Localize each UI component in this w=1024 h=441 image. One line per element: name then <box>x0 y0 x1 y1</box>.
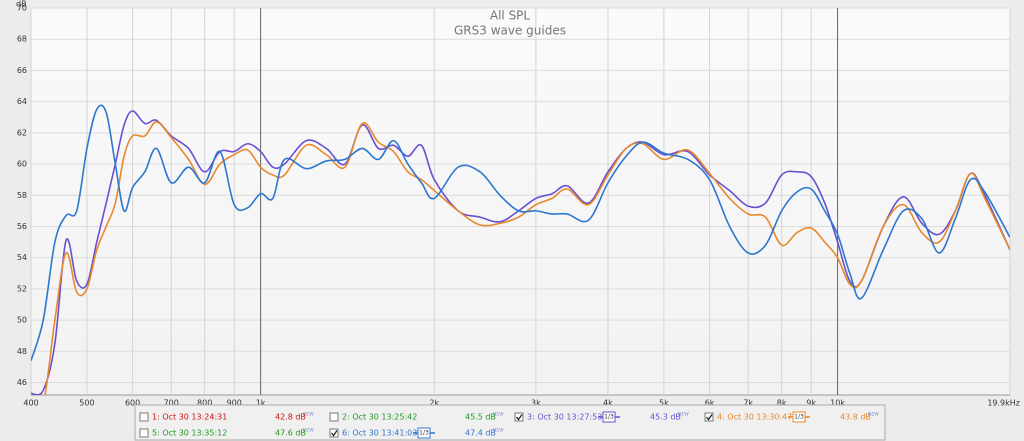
x-tick-label: 1k <box>256 399 266 408</box>
legend-name: 4: Oct 30 13:30:47 <box>717 413 792 422</box>
legend-checkbox[interactable] <box>514 412 524 422</box>
x-tick-label: 2k <box>429 399 439 408</box>
x-tick-label: 8k <box>777 399 787 408</box>
x-tick-label: 5k <box>659 399 669 408</box>
y-tick-label: 56 <box>17 222 27 231</box>
legend-box <box>134 404 886 441</box>
legend-checkmark <box>705 414 713 421</box>
x-tick-label: 10k <box>830 399 845 408</box>
legend-smoothing: 1/3 <box>419 430 429 437</box>
legend-level: 45.3 dB <box>650 413 681 422</box>
legend-level: 47.4 dB <box>465 429 496 438</box>
lines <box>31 104 1010 395</box>
y-tick-label: 60 <box>17 160 27 169</box>
x-tick-label: 4k <box>603 399 613 408</box>
legend-level-note: NEW <box>678 412 689 418</box>
legend-level: 47.6 dB <box>275 429 306 438</box>
series-line <box>31 104 1010 361</box>
legend-level: 43.8 dB <box>840 413 871 422</box>
x-tick-label: 700 <box>164 399 179 408</box>
legend-smoothing-box[interactable] <box>602 411 616 423</box>
series-line <box>44 121 1010 395</box>
y-tick-label: 64 <box>17 97 27 106</box>
y-axis-label: dB <box>16 0 27 9</box>
y-tick-label: 52 <box>17 284 27 293</box>
legend-checkmark <box>330 430 338 437</box>
x-tick-label: 3k <box>531 399 541 408</box>
y-tick-label: 48 <box>17 347 27 356</box>
x-tick-label: 7k <box>743 399 753 408</box>
legend-smoothing-box[interactable] <box>417 427 431 439</box>
legend-level: 45.5 dB <box>465 413 496 422</box>
legend-name: 2: Oct 30 13:25:42 <box>342 413 417 422</box>
legend-level-note: NEW <box>493 428 504 434</box>
labels: 46 48 50 52 54 56 58 60 62 64 66 68 70 400 500 600 700 80… <box>17 4 1020 408</box>
legend-name: 1: Oct 30 13:24:31 <box>152 413 227 422</box>
legend-level-note: NEW <box>303 428 314 434</box>
legend-checkbox[interactable] <box>139 428 149 438</box>
chart-title: All SPL <box>490 9 531 23</box>
y-tick-label: 58 <box>17 191 27 200</box>
x-tick-label: 800 <box>197 399 212 408</box>
x-tick-label: 900 <box>227 399 242 408</box>
legend-smoothing: 1/3 <box>604 414 614 421</box>
grid <box>30 7 1011 395</box>
x-tick-label: 6k <box>705 399 715 408</box>
y-tick-label: 68 <box>17 35 27 44</box>
x-tick-label: 600 <box>125 399 140 408</box>
legend-level: 42.8 dB <box>275 413 306 422</box>
legend-checkbox[interactable] <box>329 412 339 422</box>
y-tick-label: 54 <box>17 253 27 262</box>
y-tick-label: 66 <box>17 66 27 75</box>
legend-checkbox[interactable] <box>139 412 149 422</box>
legend-level-note: NEW <box>493 412 504 418</box>
x-tick-label: 19.9kHz <box>987 399 1020 408</box>
legend-name: 5: Oct 30 13:35:12 <box>152 429 227 438</box>
legend-checkbox[interactable] <box>704 412 714 422</box>
legend-level-note: NEW <box>303 412 314 418</box>
legend-checkmark <box>515 414 523 421</box>
y-tick-label: 46 <box>17 378 27 387</box>
x-tick-label: 500 <box>79 399 94 408</box>
plot-area <box>30 7 1011 396</box>
legend-name: 6: Oct 30 13:41:03 <box>342 429 417 438</box>
legend-smoothing-box[interactable] <box>792 411 806 423</box>
y-tick-label: 70 <box>17 4 27 13</box>
legend-name: 3: Oct 30 13:27:53 <box>527 413 602 422</box>
legend-level-note: NEW <box>868 412 879 418</box>
legend-smoothing: 1/3 <box>794 414 804 421</box>
legend-checkbox[interactable] <box>329 428 339 438</box>
y-tick-label: 50 <box>17 316 27 325</box>
chart-subtitle: GRS3 wave guides <box>454 24 566 38</box>
y-tick-label: 62 <box>17 128 27 137</box>
x-tick-label: 9k <box>806 399 816 408</box>
x-tick-label: 400 <box>23 399 38 408</box>
